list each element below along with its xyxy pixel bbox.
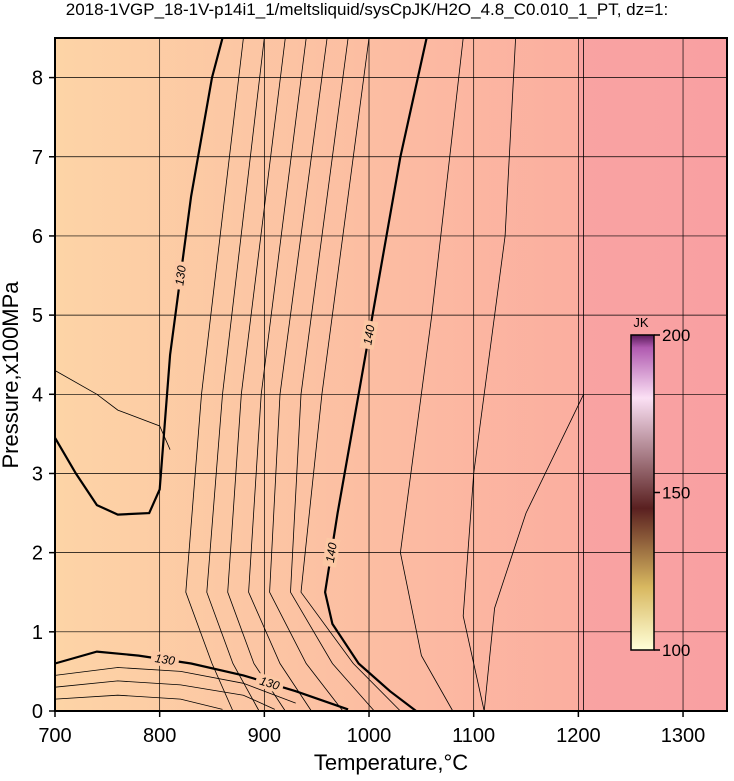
y-axis-label: Pressure,x100MPa (0, 281, 23, 469)
y-tick-label: 8 (32, 68, 43, 90)
x-tick-label: 800 (143, 725, 176, 747)
x-tick-label: 1000 (347, 725, 392, 747)
thin-contour (300, 37, 401, 712)
contour-label-bg (359, 319, 379, 350)
x-tick-label: 1200 (556, 725, 601, 747)
thin-contour (54, 680, 275, 710)
colorbar-tick-label: 150 (662, 484, 690, 503)
x-tick-label: 1100 (452, 725, 495, 747)
y-tick-label: 7 (32, 147, 43, 169)
y-tick-label: 6 (32, 226, 43, 248)
colorbar-label: JK (633, 315, 649, 330)
x-axis-label: Temperature,°C (314, 750, 468, 775)
thin-contour (399, 37, 464, 712)
thin-contour (248, 37, 312, 712)
thin-contour (206, 37, 265, 712)
thin-contour (269, 37, 344, 712)
x-tick-label: 900 (248, 725, 281, 747)
contour (54, 37, 224, 516)
thin-contour (290, 37, 375, 712)
colorbar (630, 334, 655, 651)
chart-title: 2018-1VGP_18-1V-p14i1_1/meltsliquid/sysC… (66, 0, 668, 19)
thin-contour (483, 394, 584, 712)
contour-label: 130 (258, 674, 282, 693)
contour-label-bg (150, 650, 180, 669)
contour-label: 130 (154, 651, 176, 668)
x-tick-label: 1300 (661, 725, 706, 747)
y-tick-label: 0 (32, 701, 43, 723)
y-tick-label: 4 (32, 384, 43, 406)
contour (54, 650, 349, 711)
colorbar-tick-label: 200 (662, 326, 690, 345)
y-tick-label: 2 (32, 543, 43, 565)
contour-label-bg (322, 537, 341, 568)
thin-contour (54, 667, 296, 704)
plot-background (55, 38, 727, 711)
x-tick-label: 700 (38, 725, 71, 747)
contour-label: 130 (172, 264, 189, 286)
y-tick-label: 3 (32, 463, 43, 485)
plot-frame (54, 37, 728, 712)
thin-contour (54, 694, 223, 710)
y-tick-label: 5 (32, 305, 43, 327)
contour-label-bg (171, 260, 190, 291)
thin-contour (185, 37, 244, 712)
contour-label: 140 (360, 324, 377, 346)
contour-label: 140 (323, 541, 340, 563)
colorbar-tick-label: 100 (662, 641, 690, 660)
y-tick-label: 1 (32, 622, 43, 644)
thin-contour (462, 37, 516, 712)
contour-label-bg (254, 672, 286, 695)
